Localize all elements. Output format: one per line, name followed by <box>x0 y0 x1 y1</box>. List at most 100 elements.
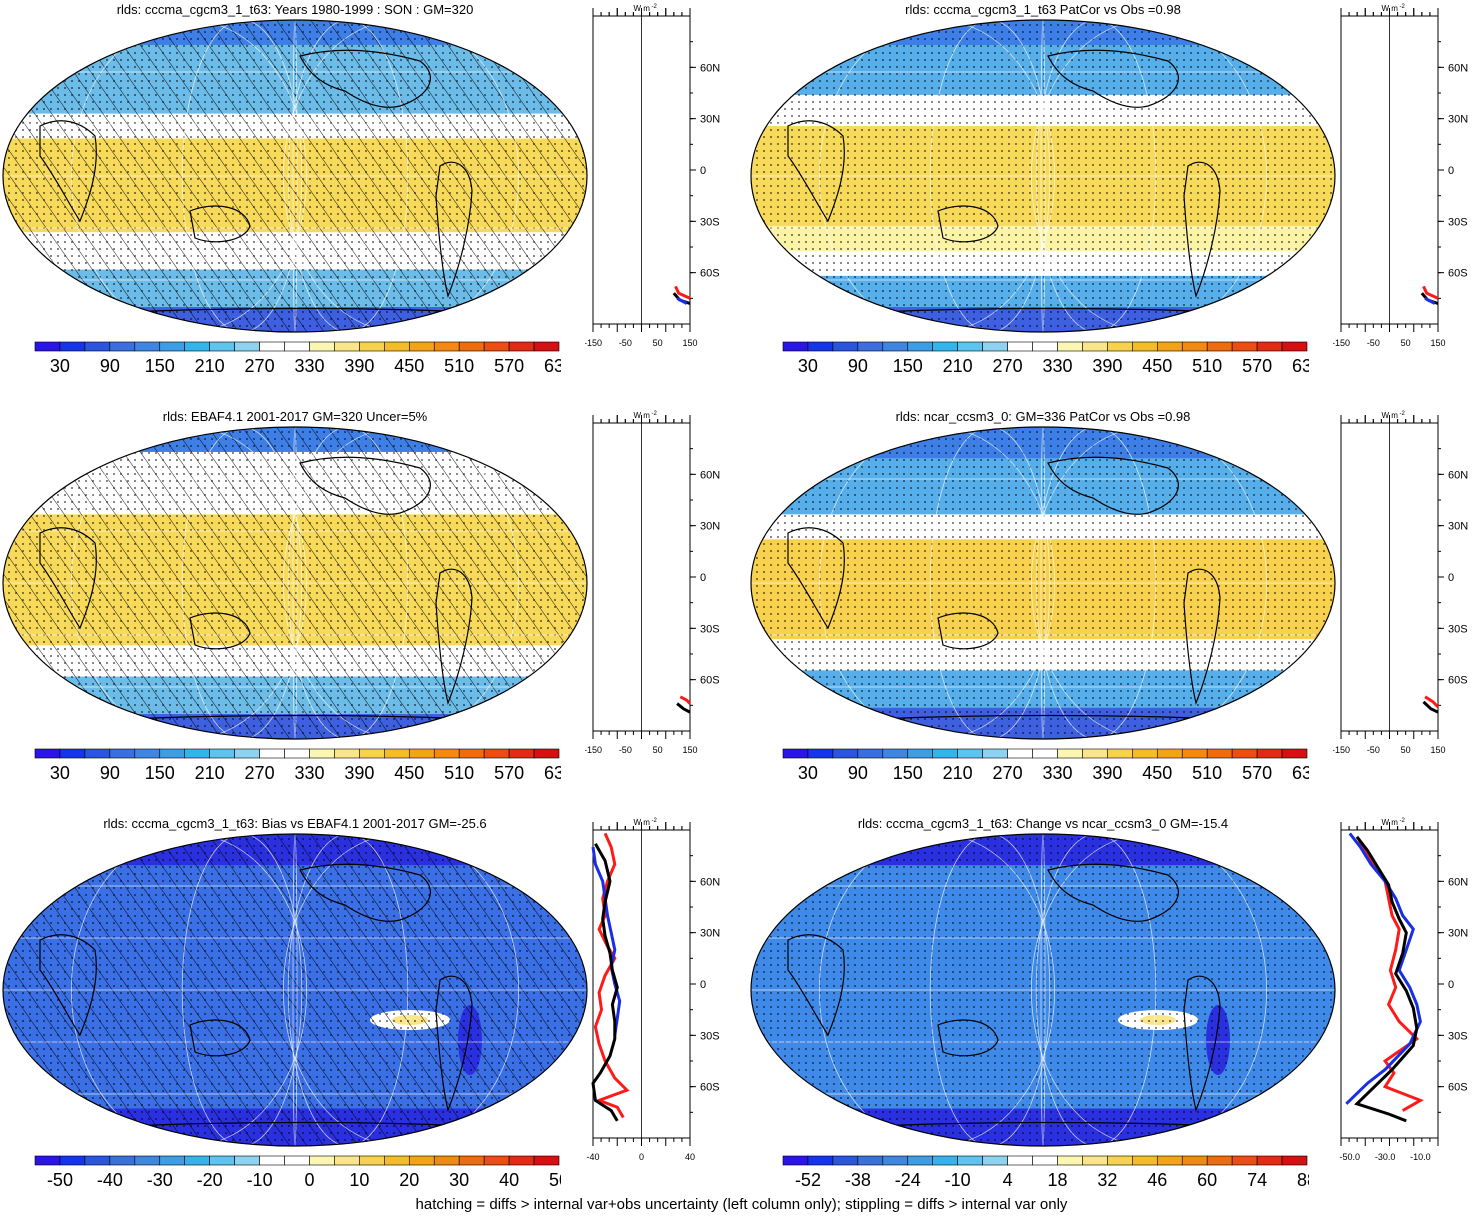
colorbar-tick-label: 510 <box>1192 763 1222 783</box>
colorbar-tick-label: 20 <box>399 1170 419 1190</box>
panel-title: rlds: cccma_cgcm3_1_t63: Bias vs EBAF4.1… <box>103 816 487 831</box>
colorbar-swatch <box>334 341 360 352</box>
meridian-line <box>1030 834 1268 1146</box>
colorbar-swatch <box>84 748 111 759</box>
lat-tick-label: 0 <box>700 979 706 991</box>
colorbar-swatch <box>1231 748 1258 759</box>
colorbar-swatch <box>209 1155 235 1166</box>
profile-xtick-label: -50 <box>1367 745 1380 755</box>
colorbar-swatch <box>1032 748 1058 759</box>
map-border <box>750 426 1336 740</box>
colorbar-swatch <box>857 1155 884 1166</box>
colorbar-swatch <box>832 1155 859 1166</box>
meridian-line <box>1040 427 1046 739</box>
coastline <box>435 975 473 1112</box>
colorbar-swatch <box>1032 1155 1058 1166</box>
lat-tick-label: 30S <box>700 623 720 635</box>
colorbar-swatch <box>1132 341 1158 352</box>
colorbar-tick-label: 390 <box>1092 356 1122 376</box>
profile-unit-sup: -2 <box>652 818 658 824</box>
colorbar: -52 -38 -24 -10 4 18 32 46 60 74 88 <box>782 1155 1309 1190</box>
profile-xtick-label: 50 <box>653 338 663 348</box>
colorbar-tick-label: 50 <box>549 1170 561 1190</box>
colorbar-swatch <box>109 1155 136 1166</box>
coastline <box>787 527 845 630</box>
meridian-line <box>1035 427 1157 739</box>
meridian-line <box>1030 427 1268 739</box>
colorbar: 30 90 150 210 270 330 390 450 510 570 630 <box>782 341 1309 376</box>
colorbar-tick-label: 630 <box>1292 763 1309 783</box>
panel-change: rlds: cccma_cgcm3_1_t63: Change vs ncar_… <box>748 816 1483 1216</box>
colorbar: 30 90 150 210 270 330 390 450 510 570 630 <box>782 748 1309 783</box>
colorbar-swatch <box>408 1155 435 1166</box>
colorbar-swatch <box>1082 1155 1108 1166</box>
map <box>2 833 588 1147</box>
profile-line <box>1354 835 1419 1123</box>
map <box>2 19 588 333</box>
coastline <box>299 863 431 922</box>
colorbar-swatch <box>184 748 210 759</box>
colorbar-tick-label: 450 <box>394 763 424 783</box>
colorbar-swatch <box>134 1155 161 1166</box>
colorbar-swatch <box>359 341 385 352</box>
colorbar-swatch <box>284 341 310 352</box>
profile-xtick-label: -150 <box>585 745 602 755</box>
colorbar-tick-label: 4 <box>1003 1170 1013 1190</box>
colorbar-tick-label: 90 <box>848 356 868 376</box>
colorbar-swatch <box>359 1155 385 1166</box>
colorbar-swatch <box>309 1155 335 1166</box>
colorbar-swatch <box>533 748 560 759</box>
meridian-line <box>818 427 1056 739</box>
colorbar-tick-label: -38 <box>845 1170 871 1190</box>
colorbar-swatch <box>508 748 535 759</box>
colorbar-swatch <box>59 341 86 352</box>
colorbar-swatch <box>882 748 909 759</box>
lat-tick-label: 30S <box>1448 623 1468 635</box>
panel-title: rlds: EBAF4.1 2001-2017 GM=320 Uncer=5% <box>162 409 428 424</box>
colorbar-tick-label: -30 <box>147 1170 173 1190</box>
colorbar-tick-label: 390 <box>344 763 374 783</box>
colorbar-tick-label: -20 <box>197 1170 223 1190</box>
profile-xtick-label: 50 <box>1401 745 1411 755</box>
colorbar-tick-label: 450 <box>1142 356 1172 376</box>
zonal-profile: W m -2 60N 30N 0 30S 60S -40 0 40 <box>586 818 720 1162</box>
colorbar-tick-label: 570 <box>494 763 524 783</box>
coastline <box>787 120 845 223</box>
meridian-line <box>929 427 1051 739</box>
panel-model-patcor: rlds: cccma_cgcm3_1_t63 PatCor vs Obs =0… <box>748 2 1483 402</box>
lat-tick-label: 30N <box>1448 114 1468 126</box>
colorbar-swatch <box>1007 748 1033 759</box>
colorbar-swatch <box>159 1155 186 1166</box>
colorbar-swatch <box>1281 748 1308 759</box>
profile-xtick-label: 150 <box>682 338 697 348</box>
colorbar-swatch <box>882 1155 909 1166</box>
colorbar-swatch <box>782 748 809 759</box>
profile-xtick-label: -50.0 <box>1340 1152 1361 1162</box>
profile-unit-sup: -2 <box>652 411 658 417</box>
colorbar-tick-label: 510 <box>444 763 474 783</box>
colorbar-tick-label: -10 <box>247 1170 273 1190</box>
profile-line <box>1422 285 1439 300</box>
lat-tick-label: 60N <box>1448 62 1468 74</box>
lat-tick-label: 30S <box>700 216 720 228</box>
colorbar-swatch <box>1007 341 1033 352</box>
colorbar-swatch <box>1231 1155 1258 1166</box>
profile-xtick-label: 150 <box>1430 338 1445 348</box>
meridian-line <box>1040 20 1046 332</box>
colorbar-swatch <box>384 1155 410 1166</box>
colorbar-swatch <box>433 748 460 759</box>
colorbar-tick-label: 630 <box>544 763 561 783</box>
colorbar-swatch <box>284 748 310 759</box>
colorbar-tick-label: 40 <box>499 1170 519 1190</box>
coastline <box>39 527 97 630</box>
map <box>2 426 588 740</box>
meridian-line <box>70 427 308 739</box>
lat-tick-label: 30S <box>1448 1030 1468 1042</box>
colorbar-swatch <box>408 341 435 352</box>
colorbar-swatch <box>1281 341 1308 352</box>
profile-xtick-label: -50 <box>619 338 632 348</box>
lat-tick-label: 0 <box>1448 165 1454 177</box>
map-field <box>3 20 587 332</box>
zonal-profile: W m -2 60N 30N 0 30S 60S -50.0 -30.0 -10.0 <box>1340 818 1469 1162</box>
colorbar-swatch <box>932 1155 958 1166</box>
